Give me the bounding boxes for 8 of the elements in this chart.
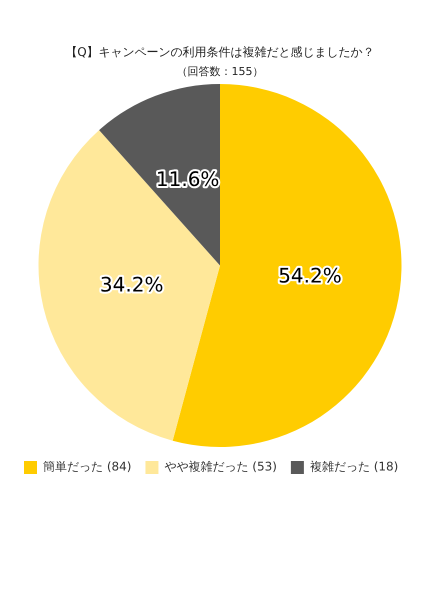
data-label: 34.2% (100, 272, 164, 297)
legend-label: 複雑だった (18) (310, 460, 398, 474)
chart-title: 【Q】キャンペーンの利用条件は複雑だと感じましたか？ (64, 44, 376, 61)
chart-subtitle: （回答数：155） (176, 64, 264, 79)
data-label: 11.6% (156, 166, 220, 191)
data-label: 54.2% (278, 264, 342, 288)
legend-label: 簡単だった (84) (43, 460, 132, 474)
legend-label: やや複雑だった (53) (164, 460, 277, 474)
